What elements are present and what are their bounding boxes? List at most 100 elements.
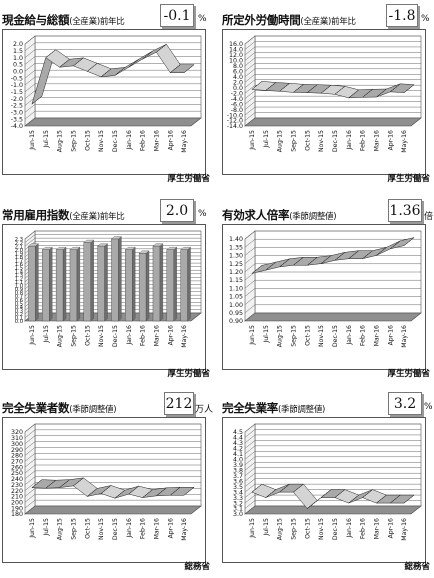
x-tick-label: Oct-15 [84,518,91,539]
unit-label: 万人 [195,405,214,415]
data-point [293,483,304,493]
y-tick-label: -8.0 [231,107,243,114]
x-tick-label: Dec-15 [332,518,339,540]
gridline [24,35,201,45]
x-tick-label: May-16 [401,325,408,348]
gridline [24,499,201,509]
x-tick-label: Jul-15 [263,325,270,344]
x-tick-label: Jul-15 [43,518,50,537]
data-point [334,86,346,95]
x-tick-label: Jan-16 [126,518,133,539]
chart-title: 完全失業者数(季節調整値) [2,401,117,415]
gridline [244,472,421,482]
x-tick-label: Aug-15 [277,130,284,152]
x-tick-label: Mar-16 [153,325,160,346]
gridline [24,237,201,247]
y-tick-label: 1.35 [229,244,243,251]
data-point [251,483,263,493]
y-tick-label: 1.3 [15,273,23,279]
gridline [24,90,201,99]
data-point [45,480,56,489]
data-point [114,490,126,499]
data-point [73,477,84,487]
data-point [390,494,401,504]
x-tick-label: Oct-15 [304,325,311,346]
x-tick-label: Aug-15 [277,325,284,347]
gridline [244,238,421,248]
x-tick-label: Apr-16 [167,325,174,345]
chart-title: 完全失業率(季節調整値) [222,401,326,415]
x-tick-label: Jan-16 [126,130,133,151]
chart-frame: 1.40 1.35 1.30 1.25 1.20 1.15 1.10 1.05 1.00 0.95… [222,224,426,370]
data-point [320,255,332,264]
value-box: 1.36 [388,199,422,222]
gridline [244,296,421,305]
value-box: 3.2 [388,392,422,415]
source-label: 厚生労働省 [167,174,210,184]
data-point [87,63,98,72]
chart-frame: 16.0 14.0 12.0 10.0 8.0 6.0 4.0 2.0 0.0 -2.0 -4.0-… [222,29,426,175]
chart-floor [244,312,422,322]
unit-label: % [424,402,433,412]
gridline [24,505,201,515]
data-point [142,489,153,498]
x-tick-label: Mar-16 [153,518,160,539]
chart-floor [24,505,202,515]
data-point [390,240,401,249]
bar [138,253,147,322]
x-tick-label: Apr-16 [167,518,174,538]
x-tick-label: Oct-15 [84,130,91,151]
gridline [24,470,201,480]
panel-job-ratio: 有効求人倍率(季節調整値) 1.36 倍 1.40 1.35 1.30 1.25 1.2… [220,195,434,385]
y-tick-label: 14.0 [229,47,243,54]
gridline [244,505,421,515]
data-point [31,479,43,488]
panel-overtime-hours: 所定外労働時間(全産業)前年比 -1.8 % 16.0 14.0 12.0 10.0 8… [220,0,434,190]
chart-svg: 16.014.012.010.08.06.04.02.00.0-2.0-4.0-… [227,35,422,153]
y-tick-label: 10.0 [229,58,243,65]
data-point [59,479,70,488]
y-tick-label: 0.2 [15,312,23,318]
y-tick-label: 4.5 [233,429,243,436]
x-tick-label: Feb-16 [360,518,367,539]
y-tick-label: 2.0 [233,79,243,86]
y-tick-label: 3.0 [233,511,243,518]
unit-label: % [198,209,207,219]
x-tick-label: Nov-15 [98,325,105,347]
x-tick-label: Feb-16 [140,130,147,151]
x-tick-label: Sep-15 [70,518,77,540]
gridline [244,467,421,476]
data-point [265,489,276,498]
x-tick-label: Nov-15 [318,325,325,347]
y-tick-label: 6.0 [233,69,243,76]
panel-cash-earnings: 現金給与総額(全産業)前年比 -0.1 % 2.0 1.5 1.0 0.5 0.0 -0.… [0,0,214,190]
bar-side [62,246,67,322]
gridline [244,101,421,110]
data-point [279,83,290,92]
y-tick-label: 0.3 [15,309,23,315]
gridline [244,41,421,50]
bar [152,245,161,322]
x-tick-label: Oct-15 [304,518,311,539]
gridline [244,500,421,509]
y-tick-label: 8.0 [233,63,243,70]
y-tick-label: 0.1 [15,316,23,322]
y-tick-label: 230 [11,482,23,489]
y-tick-label: 0.0 [233,85,243,92]
gridline [24,464,201,474]
data-point [265,262,276,271]
data-point [128,59,139,68]
bar [180,249,188,322]
source-label: 総務省 [404,562,430,572]
x-tick-label: Jun-15 [249,325,256,346]
data-point [362,89,373,98]
data-point [114,67,126,76]
y-tick-label: -12.0 [227,118,243,125]
y-tick-label: 1.10 [229,285,243,292]
bar-side [173,246,177,322]
value-box: 212 [164,392,194,415]
gridline [244,429,421,438]
y-tick-label: -10.0 [227,112,243,119]
x-tick-label: Jun-15 [29,130,36,151]
y-tick-label: 1.6 [15,262,23,268]
